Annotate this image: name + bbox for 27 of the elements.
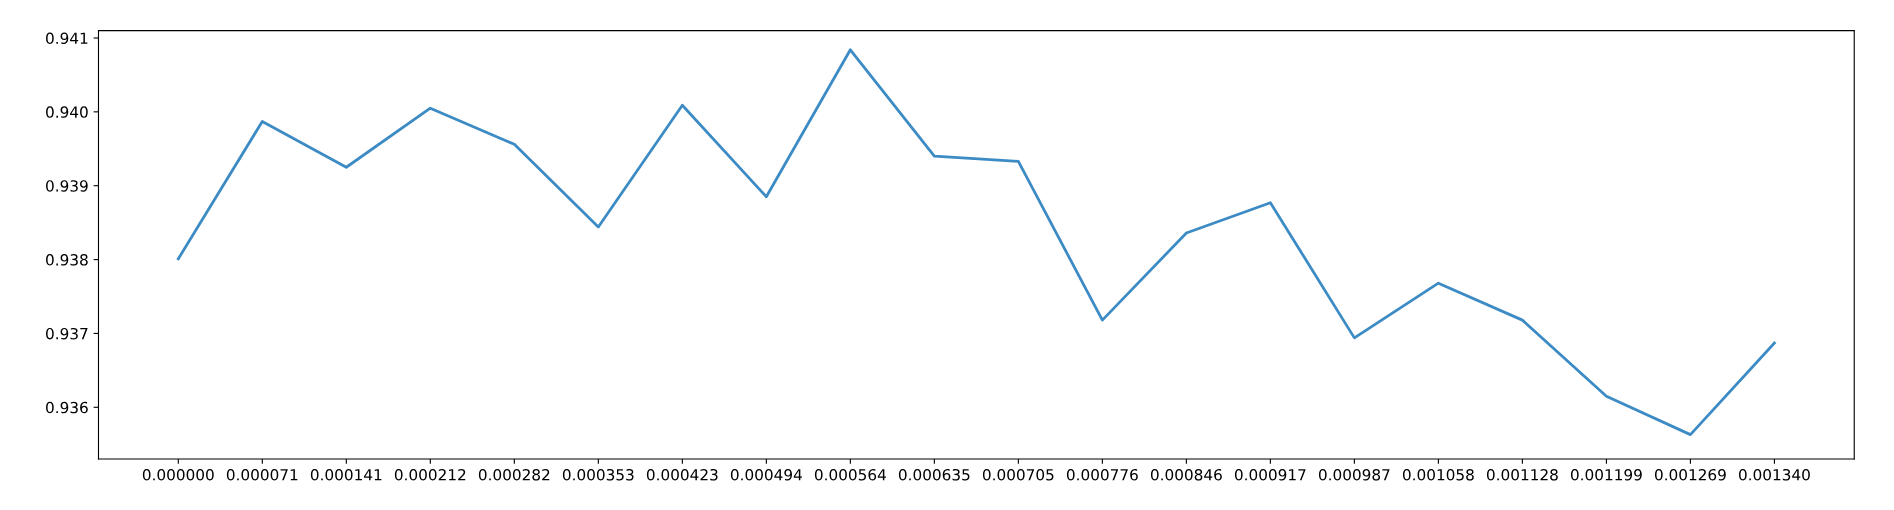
x-tick-label: 0.000071 <box>226 468 298 481</box>
x-tick-label: 0.000987 <box>1318 468 1390 481</box>
x-tick-label: 0.000705 <box>982 468 1054 481</box>
x-tick-label: 0.000000 <box>142 468 214 481</box>
x-tick-label: 0.001269 <box>1654 468 1726 481</box>
x-tick-label: 0.000423 <box>646 468 718 481</box>
x-tick-label: 0.001058 <box>1402 468 1474 481</box>
y-tick-label: 0.938 <box>46 254 88 266</box>
x-tick-label: 0.000353 <box>562 468 634 481</box>
x-tick-label: 0.000635 <box>898 468 970 481</box>
x-tick-label: 0.000494 <box>730 468 802 481</box>
x-tick-label: 0.000917 <box>1234 468 1306 481</box>
y-tick-label: 0.939 <box>46 180 88 192</box>
x-tick-label: 0.000846 <box>1150 468 1222 481</box>
y-tick-label: 0.937 <box>46 327 88 340</box>
y-tick-label: 0.936 <box>46 401 88 414</box>
x-tick-label: 0.000282 <box>478 468 550 481</box>
x-tick-label: 0.001128 <box>1486 468 1558 481</box>
y-tick-label: 0.941 <box>46 32 88 45</box>
x-tick-label: 0.000564 <box>814 468 886 481</box>
line-series <box>176 48 1776 437</box>
x-tick-label: 0.000776 <box>1066 468 1138 481</box>
x-tick-label: 0.000212 <box>394 468 466 481</box>
x-tick-label: 0.001199 <box>1570 468 1642 481</box>
y-tick-label: 0.940 <box>46 106 88 118</box>
x-tick-label: 0.000141 <box>310 468 382 481</box>
x-tick-label: 0.001340 <box>1738 468 1810 481</box>
